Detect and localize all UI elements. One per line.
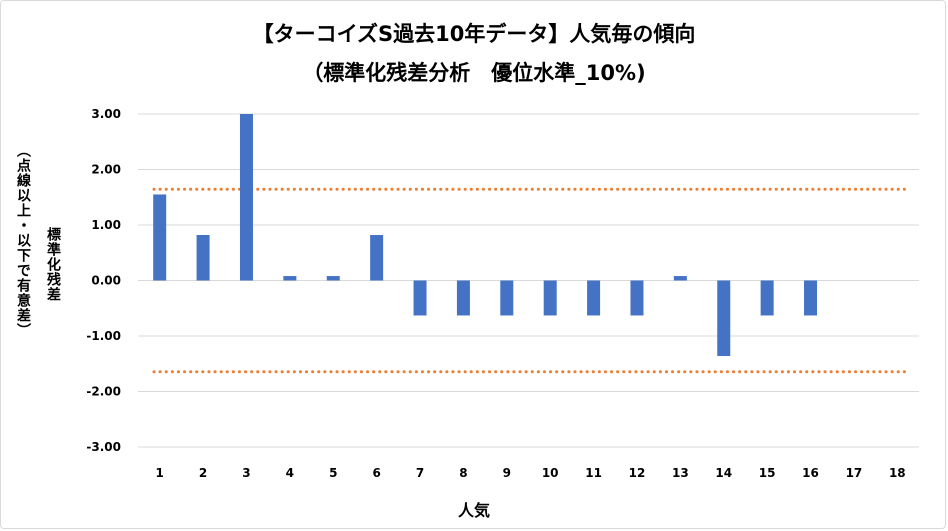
x-tick-label: 8 [459, 466, 467, 480]
y-tick-label: 3.00 [91, 107, 121, 121]
bar-1 [153, 194, 167, 281]
chart-title-line2: （標準化残差分析 優位水準_10%) [302, 61, 646, 85]
y-tick-label: 1.00 [91, 218, 121, 232]
x-tick-label: 2 [199, 466, 207, 480]
x-tick-label: 10 [542, 466, 559, 480]
bar-16 [804, 280, 818, 316]
bar-5 [326, 276, 340, 281]
bar-2 [196, 234, 210, 281]
bar-3 [239, 114, 253, 281]
bar-13 [673, 276, 687, 281]
y-axis-title-note: （点線以上・以下で有意差） [15, 143, 31, 338]
x-tick-label: 1 [156, 466, 164, 480]
x-tick-label: 9 [503, 466, 511, 480]
bar-14 [717, 280, 731, 356]
bar-10 [543, 280, 557, 316]
bar-9 [500, 280, 514, 316]
x-tick-label: 5 [329, 466, 337, 480]
x-tick-label: 6 [372, 466, 380, 480]
x-tick-label: 12 [629, 466, 646, 480]
x-tick-label: 3 [242, 466, 250, 480]
x-tick-label: 15 [759, 466, 776, 480]
y-tick-label: -1.00 [86, 329, 121, 343]
x-tick-label: 4 [286, 466, 294, 480]
x-tick-labels: 1 2 3 4 5 6 7 8 9 10 11 12 13 14 15 16 17 18 [156, 466, 906, 480]
bar-11 [587, 280, 601, 316]
x-tick-label: 16 [802, 466, 819, 480]
bar-15 [760, 280, 774, 316]
threshold-lines [152, 187, 909, 374]
y-tick-label: -2.00 [86, 385, 121, 399]
bar-4 [283, 276, 297, 281]
x-tick-label: 14 [715, 466, 732, 480]
y-axis-title-main: 標準化残差 [45, 227, 61, 302]
y-tick-label: -3.00 [86, 440, 121, 454]
bar-6 [370, 234, 384, 281]
bar-8 [456, 280, 470, 316]
y-tick-labels: 3.00 2.00 1.00 0.00 -1.00 -2.00 -3.00 [86, 107, 121, 454]
x-tick-label: 18 [889, 466, 906, 480]
x-tick-label: 13 [672, 466, 689, 480]
x-tick-label: 17 [846, 466, 863, 480]
chart-title: 【ターコイズS過去10年データ】人気毎の傾向 （標準化残差分析 優位水準_10%… [1, 15, 947, 93]
x-tick-label: 11 [585, 466, 602, 480]
x-axis-title: 人気 [457, 501, 490, 520]
bar-12 [630, 280, 644, 316]
chart-title-line1: 【ターコイズS過去10年データ】人気毎の傾向 [252, 22, 696, 46]
y-tick-label: 0.00 [91, 274, 121, 288]
bars [153, 114, 818, 356]
bar-7 [413, 280, 427, 316]
y-axis-title: （点線以上・以下で有意差） 標準化残差 [9, 143, 73, 413]
y-tick-label: 2.00 [91, 163, 121, 177]
grid-lines [138, 113, 919, 448]
x-tick-label: 7 [416, 466, 424, 480]
